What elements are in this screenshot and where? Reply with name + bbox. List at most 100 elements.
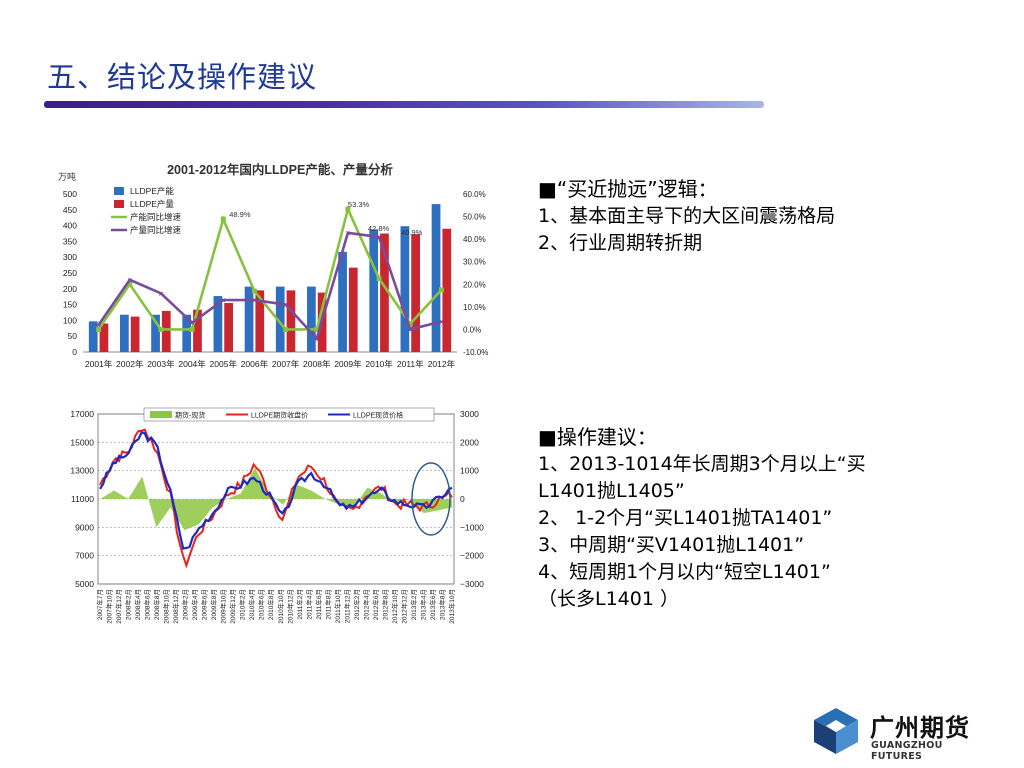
chart2-legend-swatch — [150, 411, 172, 418]
chart2-x-tick: 2008年8月 — [152, 589, 161, 620]
chart1-legend-label: 产能同比增速 — [130, 212, 182, 222]
title-underline — [44, 101, 764, 108]
highlight-circle — [411, 462, 451, 536]
chart1-x-tick: 2012年 — [428, 359, 456, 369]
chart2-x-tick: 2011年8月 — [323, 589, 332, 620]
capacity-growth-point — [345, 206, 351, 212]
chart1-legend-label: LLDPE产能 — [130, 186, 174, 196]
chart2-y-tick: 15000 — [70, 437, 94, 447]
chart2-y2-tick: −1000 — [460, 522, 484, 532]
chart1-y2-tick: 10.0% — [463, 303, 486, 312]
chart1-x-tick: 2008年 — [303, 359, 331, 369]
chart1-y-tick: 0 — [72, 347, 77, 357]
chart1-title: 2001-2012年国内LLDPE产能、产量分析 — [167, 162, 393, 177]
advice-line-6: （长多L1401 ） — [538, 588, 679, 610]
logic-line-2: 2、行业周期转折期 — [538, 232, 703, 254]
output-bar — [411, 234, 420, 352]
capacity-bar — [213, 296, 223, 352]
advice-line-4: 3、中周期“买V1401抛L1401” — [538, 534, 805, 556]
chart1-x-tick: 2002年 — [116, 359, 144, 369]
logo-name-en: GUANGZHOU FUTURES — [871, 740, 943, 762]
chart2-x-tick: 2012年12月 — [399, 589, 408, 624]
chart1-x-tick: 2001年 — [85, 359, 113, 369]
chart1-y-tick: 350 — [63, 236, 77, 246]
chart2-x-tick: 2009年6月 — [200, 589, 209, 620]
capacity-growth-point — [127, 281, 133, 287]
chart2-y-tick: 11000 — [71, 494, 94, 504]
chart1-annotation: 53.3% — [348, 200, 370, 209]
futures-spot-price-chart: 5000 7000 9000 11000 13000 15000 17000 −3000 −20… — [70, 407, 484, 624]
chart2-y-tick: 9000 — [75, 522, 94, 532]
chart1-legend-swatch — [114, 187, 124, 195]
chart2-x-tick: 2010年6月 — [257, 589, 266, 620]
output-growth-point: × — [283, 301, 288, 310]
page-title: 五、结论及操作建议 — [47, 60, 318, 94]
chart1-y-tick: 300 — [63, 252, 77, 262]
output-growth-point: × — [221, 296, 226, 305]
chart2-y-tick: 7000 — [75, 551, 94, 561]
spot-price-line — [99, 431, 453, 550]
chart1-x-tick: 2010年 — [365, 359, 393, 369]
chart1-y-tick: 500 — [63, 189, 77, 199]
capacity-growth-point — [314, 326, 320, 332]
chart2-y-tick: 13000 — [70, 466, 94, 476]
chart1-x-tick: 2004年 — [178, 359, 206, 369]
output-growth-point: × — [127, 276, 132, 285]
chart2-x-tick: 2009年10月 — [219, 589, 228, 624]
output-bar — [161, 310, 171, 352]
chart1-y-label: 万吨 — [58, 171, 76, 182]
capacity-growth-point — [96, 326, 102, 332]
chart1-y-tick: 150 — [63, 300, 77, 310]
output-growth-line — [97, 231, 442, 342]
futures-price-line — [99, 428, 453, 569]
advice-line-1: 1、2013-1014年长周期3个月以上“买 — [538, 453, 866, 475]
chart2-x-tick: 2012年8月 — [380, 589, 389, 620]
output-growth-point: × — [252, 296, 257, 305]
chart1-y-tick: 450 — [63, 205, 77, 215]
logic-panel: ■“买近抛远”逻辑： 1、基本面主导下的大区间震荡格局 2、行业周期转折期 — [538, 176, 988, 257]
chart2-x-tick: 2013年10月 — [447, 589, 456, 624]
chart1-x-tick: 2007年 — [272, 359, 300, 369]
chart2-x-tick: 2010年4月 — [247, 589, 256, 620]
output-bar — [130, 316, 140, 352]
chart2-x-tick: 2013年4月 — [418, 589, 427, 620]
chart2-x-tick: 2010年8月 — [266, 589, 275, 620]
chart1-y2-tick: -10.0% — [463, 348, 488, 357]
output-bar — [224, 303, 233, 352]
chart1-y2-tick: 40.0% — [463, 235, 486, 244]
logo-name-cn: 广州期货 — [870, 714, 970, 742]
chart1-legend-label: LLDPE产量 — [130, 199, 174, 209]
chart1-x-tick: 2003年 — [147, 359, 175, 369]
capacity-bar — [244, 286, 254, 352]
chart2-legend-box — [143, 407, 435, 422]
output-growth-point: × — [346, 229, 351, 238]
chart2-y2-tick: −2000 — [460, 551, 484, 561]
chart1-x-tick: 2006年 — [241, 359, 269, 369]
basis-area — [100, 467, 452, 531]
chart1-y-tick: 400 — [63, 221, 77, 231]
chart2-x-tick: 2011年10月 — [333, 589, 342, 623]
chart1-y-tick: 200 — [63, 284, 77, 294]
output-bar — [99, 323, 109, 352]
chart2-x-tick: 2010年12月 — [285, 589, 294, 624]
chart2-x-tick: 2011年4月 — [304, 589, 313, 620]
output-growth-point: × — [408, 325, 413, 334]
chart2-x-tick: 2012年6月 — [371, 589, 380, 620]
logo-mark-icon — [814, 708, 858, 754]
output-growth-point: × — [377, 233, 382, 242]
logic-heading: ■“买近抛远”逻辑： — [538, 177, 718, 201]
chart2-x-tick: 2007年12月 — [114, 589, 123, 624]
capacity-bar — [307, 286, 316, 352]
chart2-y-tick: 5000 — [75, 579, 94, 589]
chart1-x-tick: 2009年 — [334, 359, 362, 369]
chart1-annotation: 42.8% — [368, 224, 390, 233]
chart2-x-tick: 2008年12月 — [171, 589, 180, 624]
output-bar — [442, 228, 452, 352]
chart2-y-tick: 17000 — [70, 409, 94, 419]
chart2-x-tick: 2012年2月 — [352, 589, 361, 620]
advice-line-3: 2、 1-2个月“买L1401抛TA1401” — [538, 507, 833, 529]
advice-panel: ■操作建议： 1、2013-1014年长周期3个月以上“买 L1401抛L140… — [538, 424, 988, 613]
capacity-bar — [338, 251, 347, 352]
output-growth-point: × — [159, 289, 164, 298]
chart2-x-tick: 2012年10月 — [390, 589, 399, 624]
